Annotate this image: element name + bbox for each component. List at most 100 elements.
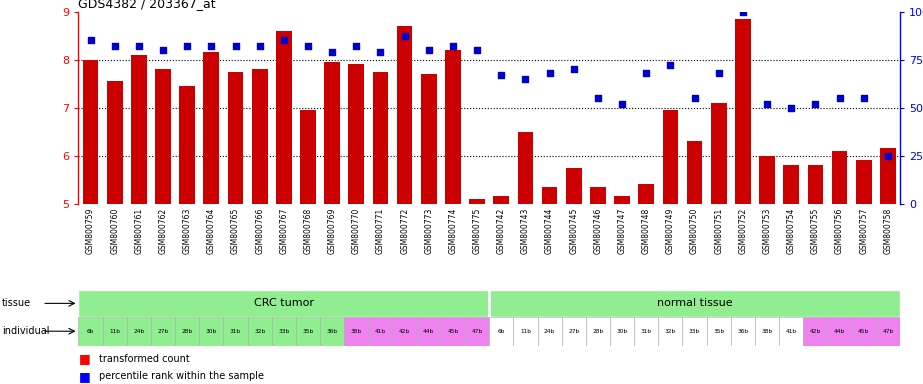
- Point: [373, 49, 388, 55]
- Point: [204, 43, 219, 49]
- Point: [639, 70, 653, 76]
- Text: 47b: 47b: [472, 329, 483, 334]
- Bar: [368, 317, 392, 346]
- Text: GSM800770: GSM800770: [352, 208, 361, 254]
- Bar: [562, 317, 586, 346]
- Point: [422, 47, 437, 53]
- Bar: [856, 161, 871, 204]
- Point: [712, 70, 726, 76]
- Bar: [760, 156, 775, 204]
- Bar: [808, 165, 823, 204]
- Bar: [324, 62, 340, 204]
- Point: [276, 37, 291, 43]
- Point: [325, 49, 340, 55]
- Text: GSM800746: GSM800746: [593, 208, 603, 254]
- Text: GSM800761: GSM800761: [135, 208, 143, 254]
- Bar: [155, 69, 171, 204]
- Bar: [610, 317, 634, 346]
- Bar: [639, 184, 654, 204]
- Bar: [876, 317, 900, 346]
- Bar: [465, 317, 489, 346]
- Bar: [518, 131, 533, 204]
- Text: CRC tumor: CRC tumor: [254, 298, 314, 308]
- Point: [397, 33, 412, 40]
- Text: percentile rank within the sample: percentile rank within the sample: [99, 371, 264, 381]
- Text: GSM800753: GSM800753: [762, 208, 772, 254]
- Text: 42b: 42b: [399, 329, 410, 334]
- Bar: [590, 187, 605, 204]
- Text: 38b: 38b: [761, 329, 773, 334]
- Text: individual: individual: [2, 326, 49, 336]
- Text: GSM800752: GSM800752: [738, 208, 748, 254]
- Text: 45b: 45b: [858, 329, 869, 334]
- Bar: [175, 317, 199, 346]
- Bar: [203, 52, 219, 204]
- Text: GSM800750: GSM800750: [690, 208, 699, 254]
- Text: 32b: 32b: [254, 329, 265, 334]
- Bar: [852, 317, 876, 346]
- Text: 47b: 47b: [882, 329, 893, 334]
- Bar: [445, 50, 461, 204]
- Bar: [126, 317, 151, 346]
- Bar: [494, 196, 509, 204]
- Bar: [421, 74, 437, 204]
- Text: GSM800751: GSM800751: [714, 208, 724, 254]
- Text: GSM800754: GSM800754: [786, 208, 796, 254]
- Point: [83, 37, 98, 43]
- Bar: [223, 317, 247, 346]
- Bar: [711, 103, 726, 204]
- Bar: [614, 196, 629, 204]
- Text: GSM800764: GSM800764: [207, 208, 216, 254]
- Bar: [252, 69, 268, 204]
- Bar: [107, 81, 123, 204]
- Text: 24b: 24b: [544, 329, 556, 334]
- Point: [470, 47, 485, 53]
- Text: 41b: 41b: [785, 329, 797, 334]
- Bar: [489, 317, 513, 346]
- Bar: [537, 317, 562, 346]
- Text: 30b: 30b: [206, 329, 217, 334]
- Point: [881, 152, 895, 159]
- Point: [252, 43, 267, 49]
- Point: [228, 43, 243, 49]
- Text: 11b: 11b: [109, 329, 120, 334]
- Text: GSM800768: GSM800768: [304, 208, 313, 254]
- Point: [808, 101, 822, 107]
- Bar: [392, 317, 416, 346]
- Text: GSM800760: GSM800760: [110, 208, 119, 254]
- Bar: [663, 110, 678, 204]
- Bar: [779, 317, 803, 346]
- Bar: [416, 317, 441, 346]
- Text: GSM800747: GSM800747: [617, 208, 627, 254]
- Text: 35b: 35b: [303, 329, 314, 334]
- Bar: [469, 199, 485, 204]
- Text: GSM800774: GSM800774: [449, 208, 458, 254]
- Text: 45b: 45b: [448, 329, 459, 334]
- Text: transformed count: transformed count: [99, 354, 189, 364]
- Text: 6b: 6b: [87, 329, 94, 334]
- Text: 28b: 28b: [182, 329, 193, 334]
- Text: 27b: 27b: [569, 329, 580, 334]
- Text: GSM800742: GSM800742: [497, 208, 506, 254]
- Text: 41b: 41b: [375, 329, 386, 334]
- Text: GSM800756: GSM800756: [835, 208, 844, 254]
- Text: 31b: 31b: [641, 329, 652, 334]
- Text: 33b: 33b: [278, 329, 290, 334]
- Bar: [513, 317, 537, 346]
- Text: GSM800771: GSM800771: [376, 208, 385, 254]
- Bar: [827, 317, 852, 346]
- Bar: [373, 71, 389, 204]
- Text: 6b: 6b: [497, 329, 505, 334]
- Text: 24b: 24b: [133, 329, 145, 334]
- Point: [518, 76, 533, 82]
- Bar: [682, 317, 707, 346]
- Text: GSM800767: GSM800767: [280, 208, 288, 254]
- Bar: [566, 167, 581, 204]
- Bar: [755, 317, 779, 346]
- Text: 36b: 36b: [327, 329, 338, 334]
- Point: [542, 70, 557, 76]
- Bar: [131, 55, 147, 204]
- Text: GSM800749: GSM800749: [665, 208, 675, 254]
- Text: GDS4382 / 203367_at: GDS4382 / 203367_at: [78, 0, 216, 10]
- Bar: [78, 290, 489, 317]
